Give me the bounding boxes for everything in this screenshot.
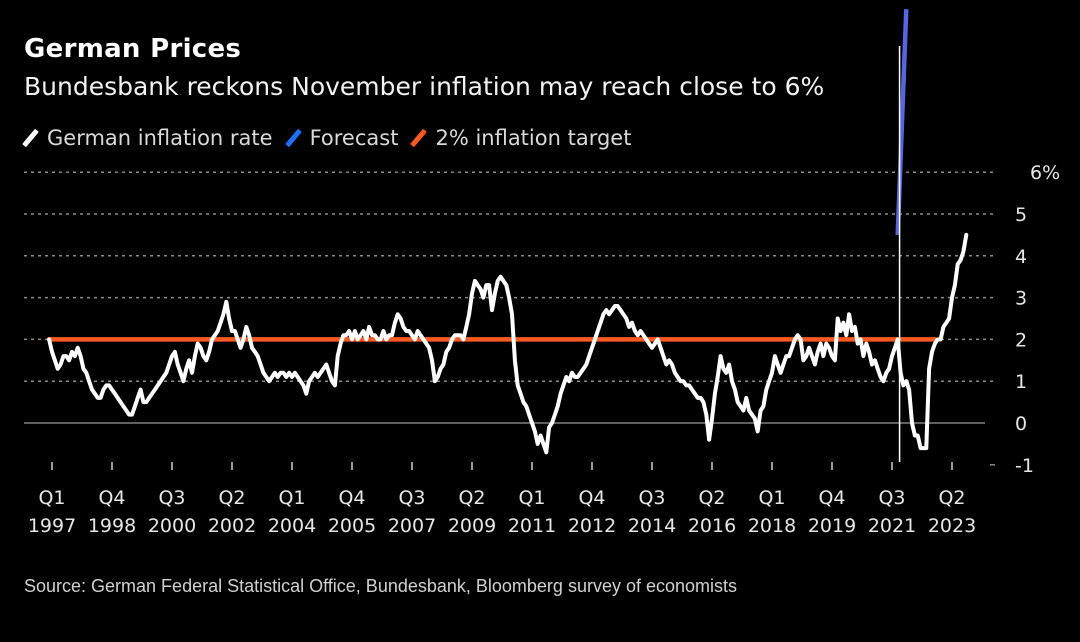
x-tick-label-quarter: Q2 (458, 487, 485, 509)
x-tick-label-quarter: Q1 (518, 487, 545, 509)
x-tick-label-quarter: Q4 (98, 487, 125, 509)
legend: German inflation rate Forecast 2% inflat… (22, 126, 645, 150)
x-tick-label-year: 2007 (388, 515, 436, 537)
legend-label-forecast: Forecast (309, 126, 399, 150)
x-tick-label-quarter: Q2 (218, 487, 245, 509)
x-tick-label-year: 2021 (868, 515, 916, 537)
inflation-series-line (47, 232, 969, 455)
x-tick-label-quarter: Q4 (338, 487, 365, 509)
x-tick-label-quarter: Q2 (938, 487, 965, 509)
legend-label-target: 2% inflation target (435, 126, 632, 150)
source-note: Source: German Federal Statistical Offic… (24, 576, 738, 596)
x-tick-label-year: 2011 (508, 515, 556, 537)
x-tick-label-year: 1997 (28, 515, 76, 537)
y-tick-label: 3 (1015, 288, 1027, 310)
x-tick-label-year: 2002 (208, 515, 256, 537)
x-tick-label-quarter: Q2 (698, 487, 725, 509)
x-tick-label-quarter: Q1 (38, 487, 65, 509)
x-tick-label-year: 2023 (928, 515, 976, 537)
x-tick-label-quarter: Q3 (878, 487, 905, 509)
legend-item-target: 2% inflation target (410, 126, 632, 150)
x-tick-label-quarter: Q3 (158, 487, 185, 509)
legend-item-inflation: German inflation rate (22, 126, 273, 150)
x-tick-label-year: 2000 (148, 515, 196, 537)
x-tick-label-year: 2005 (328, 515, 376, 537)
x-tick-label-quarter: Q3 (638, 487, 665, 509)
x-tick-label-year: 1998 (88, 515, 136, 537)
x-tick-label-quarter: Q1 (278, 487, 305, 509)
x-tick-label-year: 2004 (268, 515, 316, 537)
y-tick-label: 4 (1015, 246, 1027, 268)
chart-title: German Prices (24, 34, 242, 64)
x-tick-label-quarter: Q4 (818, 487, 845, 509)
x-tick-label-year: 2009 (448, 515, 496, 537)
chart-subtitle: Bundesbank reckons November inflation ma… (24, 72, 825, 101)
y-tick-label: 5 (1015, 204, 1027, 226)
legend-label-inflation: German inflation rate (47, 126, 273, 150)
x-tick-label-year: 2016 (688, 515, 736, 537)
x-tick-label-year: 2012 (568, 515, 616, 537)
y-tick-label: -1 (1015, 455, 1034, 477)
legend-item-forecast: Forecast (284, 126, 399, 150)
y-tick-label: 2 (1015, 329, 1027, 351)
x-tick-label-quarter: Q4 (578, 487, 605, 509)
y-tick-label: 1 (1015, 371, 1027, 393)
x-tick-label-year: 2014 (628, 515, 676, 537)
x-tick-label-year: 2018 (748, 515, 796, 537)
x-tick-label-quarter: Q1 (758, 487, 785, 509)
x-tick-label-quarter: Q3 (398, 487, 425, 509)
x-tick-label-year: 2019 (808, 515, 856, 537)
y-tick-label: 0 (1015, 413, 1027, 435)
y-tick-label: 6% (1030, 162, 1060, 184)
